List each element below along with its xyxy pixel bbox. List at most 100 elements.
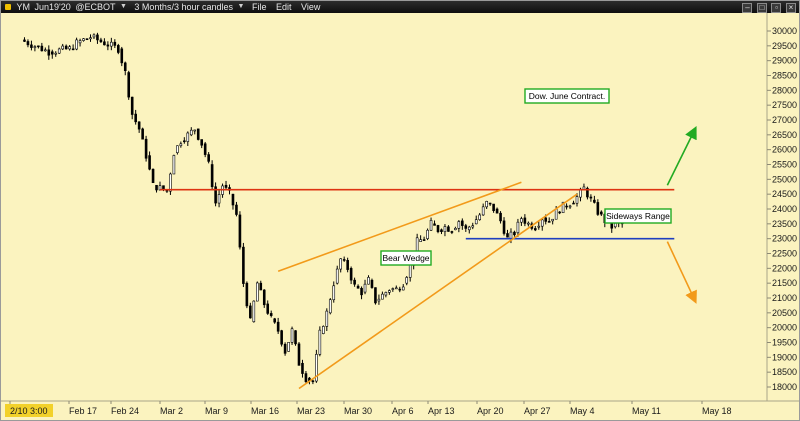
symbol-label[interactable]: YM [16, 2, 31, 12]
trend-lines [160, 126, 697, 390]
y-axis: 18000 18500 19000 19500 20000 20500 21000 21500… [767, 26, 797, 392]
candle-body [335, 268, 339, 284]
candle-body [537, 225, 541, 228]
x-tick-label: Mar 16 [251, 406, 279, 416]
x-tick-label: Mar 9 [205, 406, 228, 416]
candle-body [554, 208, 558, 220]
candle-body [596, 202, 600, 215]
price-chart: 18000 18500 19000 19500 20000 20500 21000 21500… [1, 13, 799, 420]
candle-body [544, 217, 548, 222]
candle-body [363, 283, 367, 293]
y-tick-label: 21500 [772, 278, 797, 288]
menu-view[interactable]: View [301, 2, 321, 12]
candle-body [572, 202, 575, 205]
candle-body [523, 217, 527, 224]
candle-body [440, 229, 443, 233]
candle-body [183, 140, 186, 143]
candle-body [176, 145, 179, 153]
candle-body [238, 214, 242, 248]
minimize-icon[interactable]: – [742, 3, 753, 13]
candle-body [342, 259, 346, 261]
timeframe-dropdown-icon[interactable]: ▼ [237, 3, 245, 10]
x-tick-label: Feb 24 [111, 406, 139, 416]
candle-body [57, 48, 61, 54]
down-arrow-line[interactable] [666, 241, 697, 304]
bear-wedge-label: Bear Wedge [382, 253, 429, 263]
wedge-lower-line[interactable] [298, 193, 578, 390]
x-tick-label: Apr 27 [524, 406, 551, 416]
candle-body [297, 343, 301, 366]
candle-body [134, 113, 137, 123]
sideways-range-label-box[interactable] [604, 208, 672, 224]
candle-body [527, 222, 530, 225]
candle-body [586, 187, 589, 198]
exchange-label[interactable]: @ECBOT [75, 2, 116, 12]
candle-body [471, 225, 475, 228]
candle-body [40, 45, 44, 52]
candle-body [360, 287, 363, 296]
candle-body [495, 208, 499, 214]
candle-body [30, 44, 33, 48]
x-tick-label: Apr 13 [428, 406, 455, 416]
candle-body [429, 220, 433, 231]
wedge-upper-line[interactable] [277, 181, 522, 273]
candle-body [461, 220, 464, 226]
candle-body [193, 129, 197, 132]
candle-body [447, 226, 450, 232]
x-tick-label: Mar 30 [344, 406, 372, 416]
menu-file[interactable]: File [251, 2, 267, 12]
candle-body [33, 46, 37, 48]
timeframe-label[interactable]: 3 Months/3 hour candles [134, 2, 233, 12]
annotations: Dow. June Contract. Bear Wedge Sideways Ra… [380, 88, 672, 266]
y-tick-label: 29500 [772, 41, 797, 51]
candle-body [381, 293, 384, 300]
candle-body [346, 260, 349, 270]
candle-body [137, 121, 141, 130]
candle-body [401, 286, 405, 291]
candle-body [224, 184, 228, 188]
maximize-icon[interactable]: □ [756, 3, 767, 13]
candle-body [262, 289, 266, 306]
exchange-dropdown-icon[interactable]: ▼ [119, 3, 127, 10]
candle-body [502, 220, 506, 234]
x-cursor-highlight [5, 404, 53, 417]
y-tick-label: 25500 [772, 160, 797, 170]
up-arrow-line[interactable] [666, 126, 697, 186]
candle-body [266, 303, 270, 314]
y-tick-label: 23500 [772, 219, 797, 229]
candle-body [85, 38, 89, 41]
candle-body [61, 45, 65, 50]
candle-body [384, 292, 388, 296]
candle-body [398, 288, 402, 291]
candle-body [47, 49, 51, 56]
candle-body [315, 354, 318, 382]
bear-wedge-label-box[interactable] [380, 250, 432, 266]
candle-body [144, 138, 148, 159]
candle-body [54, 52, 58, 55]
y-tick-label: 24000 [772, 204, 797, 214]
dow-june-contract-label-box[interactable] [524, 88, 610, 104]
candle-body [339, 258, 343, 270]
candle-body [433, 223, 436, 226]
y-tick-label: 27500 [772, 100, 797, 110]
contract-label[interactable]: Jun19'20 [34, 2, 71, 12]
y-tick-label: 28000 [772, 85, 797, 95]
menu-edit[interactable]: Edit [275, 2, 292, 12]
candle-body [196, 128, 200, 140]
candle-body [245, 282, 249, 307]
candle-body [189, 129, 193, 136]
candle-body [499, 212, 502, 222]
candle-body [287, 342, 290, 352]
candle-body [388, 290, 391, 293]
candle-body [44, 49, 47, 52]
candle-body [117, 45, 120, 53]
restore-icon[interactable]: ▫ [771, 3, 782, 13]
close-icon[interactable]: × [786, 3, 796, 13]
sideways-range-label: Sideways Range [606, 211, 670, 221]
candle-body [436, 225, 440, 233]
candle-body [113, 41, 117, 46]
candle-body [273, 318, 276, 323]
y-tick-label: 20000 [772, 323, 797, 333]
candle-body [123, 62, 127, 72]
candle-body [374, 287, 377, 304]
